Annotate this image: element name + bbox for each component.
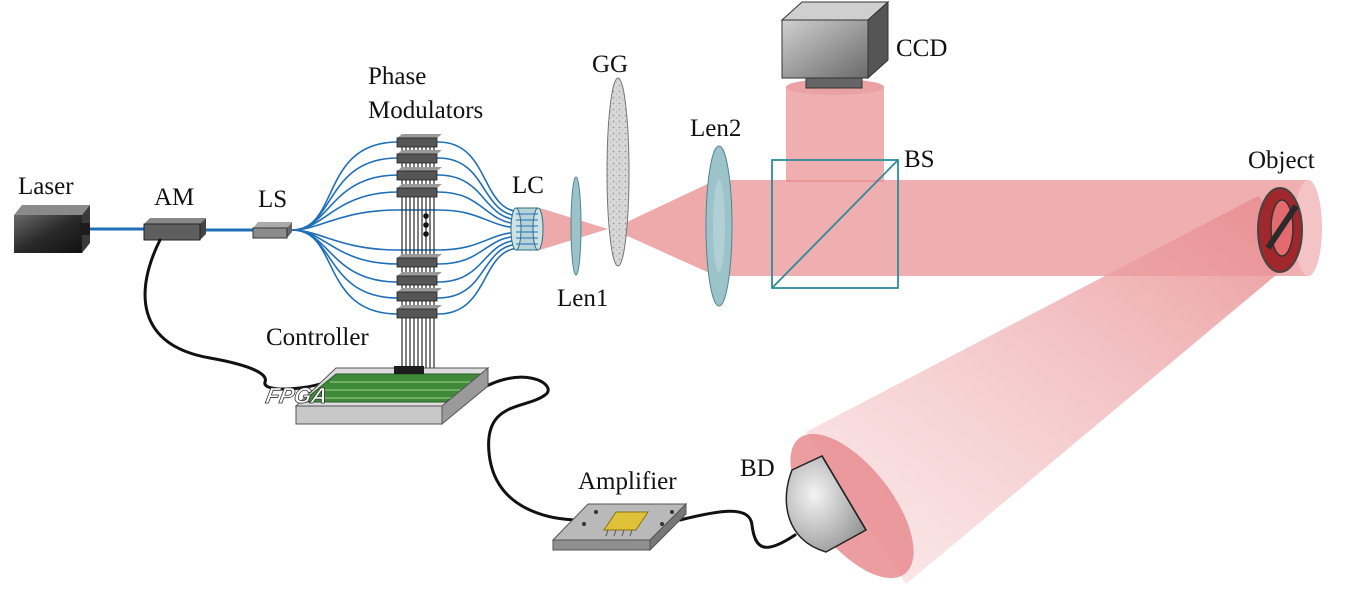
lens-coupler: [510, 207, 544, 251]
ccd-label: CCD: [896, 35, 947, 62]
bucket-detector: [785, 455, 868, 553]
object-target: [1257, 187, 1303, 273]
laser-splitter: [252, 222, 292, 239]
phase-modulator-stack: [396, 134, 442, 319]
ls-label: LS: [258, 186, 287, 213]
amplifier-board: [551, 502, 688, 552]
amplifier-label: Amplifier: [578, 468, 677, 495]
phase-modulators-label-line2: Modulators: [368, 97, 483, 124]
fpga-label: FPGA: [264, 383, 329, 408]
bd-label: BD: [740, 455, 775, 482]
cable-am-to-controller: [143, 238, 322, 391]
len2-label: Len2: [690, 115, 741, 142]
bs-label: BS: [904, 146, 935, 173]
cables: [143, 238, 797, 549]
beam-gg-to-len2: [612, 180, 716, 276]
beam-object-end: [1294, 180, 1322, 276]
amplitude-modulator: [143, 218, 206, 241]
laser: [14, 205, 90, 253]
phase-modulator: [396, 254, 442, 268]
beam-bs-to-ccd: [786, 86, 884, 182]
ellipsis-dots: [423, 213, 429, 237]
am-label: AM: [154, 184, 194, 211]
lc-label: LC: [512, 172, 544, 199]
phase-modulator: [396, 288, 442, 302]
laser-label: Laser: [18, 173, 74, 200]
phase-modulators-label-line1: Phase: [368, 63, 426, 90]
cable-amplifier-to-bd: [678, 509, 797, 549]
ground-glass: [606, 77, 630, 267]
beam-object-to-bd: [806, 196, 1306, 584]
phase-modulator: [396, 272, 442, 286]
len1-lens: [570, 176, 582, 276]
phase-modulator: [396, 167, 442, 181]
gg-label: GG: [592, 51, 628, 78]
controller-label: Controller: [266, 324, 369, 351]
beam-splitter: [771, 159, 899, 289]
phase-modulator: [396, 150, 442, 164]
ccd-camera: [780, 0, 890, 89]
len1-label: Len1: [557, 285, 608, 312]
cable-controller-to-amplifier: [468, 375, 582, 522]
phase-modulator: [396, 305, 442, 319]
fiber-main: [90, 227, 254, 232]
phase-modulator: [396, 134, 442, 148]
object-label: Object: [1248, 147, 1315, 174]
phase-modulator: [396, 184, 442, 198]
len2-lens: [705, 145, 733, 307]
controller-board: FPGA: [264, 366, 490, 426]
